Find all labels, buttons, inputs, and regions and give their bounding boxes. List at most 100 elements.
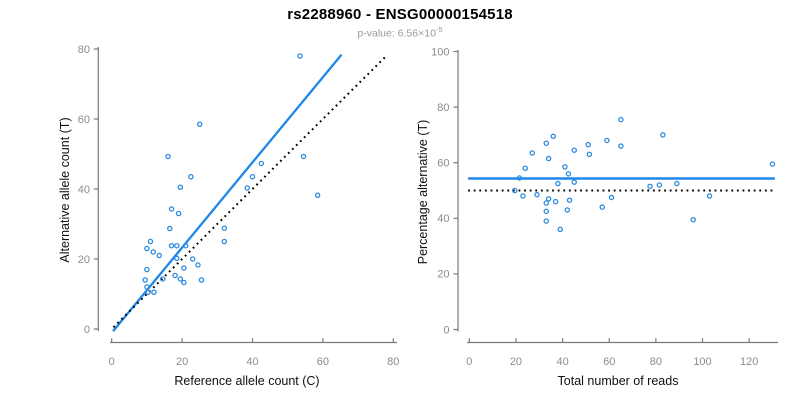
data-point: [571, 147, 577, 153]
data-point: [529, 150, 536, 156]
y-tick-label: 40: [437, 213, 449, 225]
data-point: [522, 165, 529, 172]
y-tick-label: 0: [443, 324, 449, 336]
x-tick-label: 0: [109, 356, 115, 368]
data-point: [618, 143, 624, 149]
data-point: [144, 284, 150, 290]
data-point: [647, 183, 653, 190]
data-point: [198, 277, 205, 283]
left-plot-ylabel: Alternative allele count (T): [58, 117, 72, 262]
x-tick-label: 80: [387, 356, 399, 368]
x-tick-label: 120: [740, 356, 758, 368]
data-point: [564, 207, 570, 213]
data-point: [195, 262, 201, 268]
data-point: [534, 191, 540, 198]
data-point: [545, 196, 552, 202]
data-point: [618, 116, 624, 123]
data-point: [188, 173, 194, 180]
data-point: [221, 238, 228, 245]
data-point: [174, 255, 180, 262]
x-tick-label: 40: [556, 356, 568, 368]
data-point: [297, 53, 303, 59]
data-point: [543, 218, 550, 224]
pvalue-text: p-value: 6.56×10: [357, 27, 436, 40]
data-point: [144, 245, 150, 252]
pvalue-exponent: -5: [435, 25, 443, 34]
data-point: [660, 132, 666, 138]
data-point: [175, 210, 182, 217]
data-point: [168, 206, 175, 212]
data-point: [769, 161, 776, 167]
x-tick-label: 100: [693, 356, 711, 368]
y-tick-label: 60: [437, 158, 449, 170]
data-point: [586, 151, 593, 158]
data-point: [543, 208, 550, 215]
right-plot-ylabel: Percentage alternative (T): [416, 120, 430, 265]
x-tick-label: 20: [176, 356, 188, 368]
x-tick-label: 20: [510, 356, 522, 368]
y-tick-label: 80: [437, 102, 449, 114]
data-point: [562, 164, 568, 170]
y-tick-label: 0: [84, 324, 90, 336]
data-point: [565, 171, 572, 177]
data-point: [599, 204, 605, 210]
y-tick-label: 80: [78, 44, 90, 56]
data-point: [520, 193, 526, 199]
data-point: [244, 185, 250, 191]
data-point: [656, 182, 663, 188]
data-point: [182, 242, 189, 249]
data-point: [167, 225, 173, 232]
data-point: [156, 252, 162, 259]
data-point: [172, 272, 178, 279]
data-point: [145, 289, 151, 295]
data-point: [674, 180, 680, 187]
x-tick-label: 0: [466, 356, 472, 368]
data-point: [196, 121, 203, 128]
data-point: [571, 179, 577, 185]
data-point: [159, 276, 166, 282]
data-point: [177, 184, 184, 190]
data-point: [144, 266, 150, 273]
data-point: [690, 216, 696, 223]
fit-line: [112, 53, 343, 332]
left-scatter-plot: Reference allele count (C) Alternative a…: [58, 44, 399, 388]
data-point: [706, 193, 713, 199]
figure-subtitle: p-value: 6.56×10-5: [0, 25, 800, 40]
data-point: [516, 175, 523, 181]
data-point: [566, 197, 573, 203]
x-tick-label: 60: [603, 356, 615, 368]
y-tick-label: 20: [78, 254, 90, 266]
data-point: [314, 192, 321, 199]
data-point: [168, 242, 175, 249]
data-point: [258, 160, 265, 167]
y-tick-label: 100: [431, 46, 449, 58]
y-tick-label: 40: [78, 184, 90, 196]
y-tick-label: 60: [78, 114, 90, 126]
data-point: [552, 198, 559, 205]
identity-line: [112, 55, 387, 328]
data-point: [142, 277, 148, 283]
data-point: [174, 242, 180, 249]
data-point: [165, 153, 171, 160]
y-tick-label: 20: [437, 269, 449, 281]
data-point: [151, 289, 157, 295]
data-point: [181, 279, 187, 286]
figure-title: rs2288960 - ENSG00000154518: [287, 6, 513, 23]
data-point: [557, 226, 563, 233]
data-point: [150, 249, 156, 255]
data-point: [221, 225, 228, 231]
x-tick-label: 40: [246, 356, 258, 368]
data-point: [555, 180, 561, 187]
data-point: [177, 276, 184, 282]
data-point: [147, 238, 154, 245]
data-point: [545, 155, 552, 162]
x-tick-label: 60: [317, 356, 329, 368]
right-scatter-plot: Total number of reads Percentage alterna…: [416, 46, 778, 388]
data-point: [608, 194, 615, 201]
right-plot-xlabel: Total number of reads: [558, 374, 679, 388]
data-point: [512, 187, 518, 194]
x-tick-label: 80: [650, 356, 662, 368]
data-point: [181, 265, 187, 271]
